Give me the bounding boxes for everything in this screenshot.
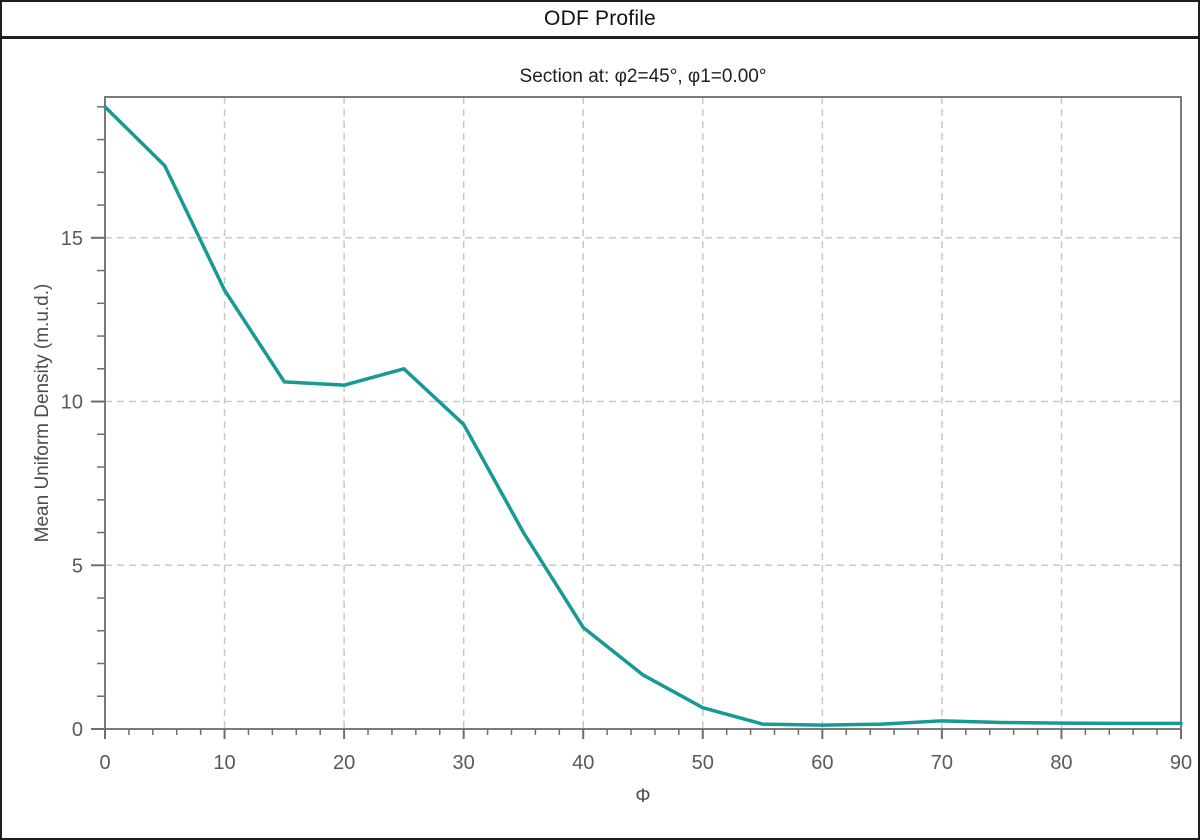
tick-label-layer: 0 10 20 30 40 50 60 70 80 90 0 5 10 15 bbox=[61, 228, 1192, 774]
x-axis-label: Φ bbox=[635, 786, 650, 807]
x-tick-label: 50 bbox=[692, 752, 714, 774]
x-tick-label: 80 bbox=[1050, 752, 1072, 774]
x-tick-label: 10 bbox=[213, 752, 235, 774]
y-axis-label: Mean Uniform Density (m.u.d.) bbox=[32, 284, 53, 543]
window-titlebar[interactable]: ODF Profile bbox=[2, 2, 1198, 39]
odf-profile-line-chart: 0 10 20 30 40 50 60 70 80 90 0 5 10 15 Section at: φ2… bbox=[32, 66, 1192, 807]
plot-border bbox=[104, 96, 1182, 730]
x-tick-label: 0 bbox=[99, 752, 110, 774]
x-tick-label: 60 bbox=[811, 752, 833, 774]
x-tick-label: 70 bbox=[931, 752, 953, 774]
grid-layer bbox=[105, 97, 1181, 729]
y-tick-label: 15 bbox=[61, 228, 83, 250]
x-tick-label: 30 bbox=[453, 752, 475, 774]
x-tick-label: 90 bbox=[1170, 752, 1192, 774]
x-tick-label: 40 bbox=[572, 752, 594, 774]
chart-area: 0 10 20 30 40 50 60 70 80 90 0 5 10 15 Section at: φ2… bbox=[2, 39, 1198, 838]
y-tick-label: 10 bbox=[61, 392, 83, 414]
x-tick-label: 20 bbox=[333, 752, 355, 774]
chart-subtitle: Section at: φ2=45°, φ1=0.00° bbox=[520, 66, 767, 87]
odf-series-line bbox=[103, 105, 1183, 727]
y-tick-label: 5 bbox=[72, 555, 83, 577]
y-tick-label: 0 bbox=[72, 719, 83, 741]
tick-layer bbox=[91, 106, 1182, 739]
window-title: ODF Profile bbox=[544, 7, 656, 30]
